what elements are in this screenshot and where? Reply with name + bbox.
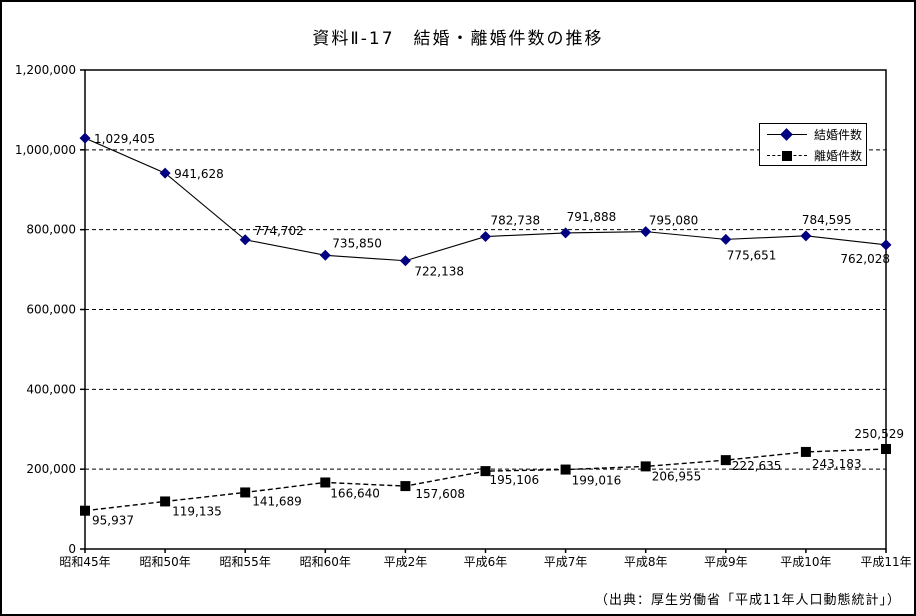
x-axis-label: 昭和50年	[139, 555, 190, 569]
data-label: 250,529	[854, 427, 904, 441]
data-label: 722,138	[414, 265, 464, 279]
data-label: 774,702	[254, 224, 304, 238]
chart-title: 資料Ⅱ-17 結婚・離婚件数の推移	[312, 29, 604, 49]
y-axis-label: 1,000,000	[15, 143, 76, 157]
diamond-marker	[720, 233, 732, 245]
x-axis-label: 平成10年	[780, 555, 831, 569]
square-marker	[640, 461, 651, 472]
data-label: 195,106	[490, 473, 540, 487]
divorce-line-sample	[767, 150, 807, 161]
data-label: 141,689	[252, 494, 302, 508]
square-icon	[782, 150, 792, 161]
data-label: 941,628	[174, 167, 224, 181]
y-axis-label: 600,000	[26, 303, 76, 317]
data-label: 795,080	[649, 214, 699, 228]
x-axis-label: 平成6年	[464, 555, 508, 569]
x-axis-label: 平成11年	[860, 555, 911, 569]
x-axis-label: 昭和55年	[220, 555, 271, 569]
y-axis-label: 200,000	[26, 462, 76, 476]
y-axis-label: 1,200,000	[15, 63, 76, 77]
legend-label-divorce: 離婚件数	[814, 148, 863, 163]
diamond-marker	[880, 239, 892, 251]
square-marker	[560, 464, 571, 475]
source-note: （出典：厚生労働省「平成11年人口動態統計」）	[594, 593, 901, 608]
data-label: 762,028	[840, 252, 890, 266]
diamond-marker	[79, 132, 91, 144]
square-marker	[720, 455, 731, 466]
data-label: 775,651	[727, 248, 777, 262]
square-marker	[320, 477, 331, 488]
y-axis-label: 0	[68, 542, 76, 556]
square-marker	[160, 496, 171, 507]
x-axis-label: 昭和45年	[59, 555, 110, 569]
data-label: 782,738	[491, 214, 541, 228]
legend-label-marriage: 結婚件数	[814, 127, 863, 142]
data-label: 119,135	[172, 504, 222, 518]
chart-legend: 結婚件数 離婚件数	[759, 123, 867, 166]
x-axis-label: 平成8年	[624, 555, 668, 569]
data-label: 791,888	[567, 210, 617, 224]
y-axis-label: 800,000	[26, 223, 76, 237]
data-label: 157,608	[415, 487, 465, 501]
x-axis-label: 平成9年	[704, 555, 748, 569]
legend-item-marriage: 結婚件数	[767, 126, 866, 143]
data-label: 222,635	[732, 459, 782, 473]
diamond-marker	[159, 167, 171, 179]
diamond-marker	[399, 255, 411, 267]
square-marker	[240, 487, 251, 498]
data-label: 243,183	[812, 457, 862, 471]
x-axis-label: 昭和60年	[300, 555, 351, 569]
square-marker	[400, 481, 411, 492]
data-label: 784,595	[802, 213, 852, 227]
data-label: 166,640	[330, 486, 380, 500]
square-marker	[881, 443, 891, 454]
legend-item-divorce: 離婚件数	[767, 147, 866, 164]
diamond-marker	[800, 230, 812, 242]
x-axis-label: 平成2年	[384, 555, 428, 569]
diamond-marker	[239, 234, 251, 246]
diamond-icon	[780, 127, 793, 141]
data-label: 735,850	[332, 236, 382, 250]
diamond-marker	[640, 226, 652, 238]
marriage-line-sample	[767, 127, 807, 141]
diamond-marker	[480, 231, 491, 243]
data-label: 206,955	[652, 469, 702, 483]
diamond-marker	[319, 249, 331, 261]
x-axis-label: 平成7年	[544, 555, 588, 569]
data-label: 95,937	[92, 514, 134, 528]
data-label: 199,016	[572, 474, 622, 488]
diamond-marker	[560, 227, 572, 239]
square-marker	[800, 446, 811, 457]
square-marker	[80, 505, 90, 516]
square-marker	[480, 466, 491, 477]
data-label: 1,029,405	[94, 132, 155, 146]
y-axis-label: 400,000	[26, 382, 76, 396]
